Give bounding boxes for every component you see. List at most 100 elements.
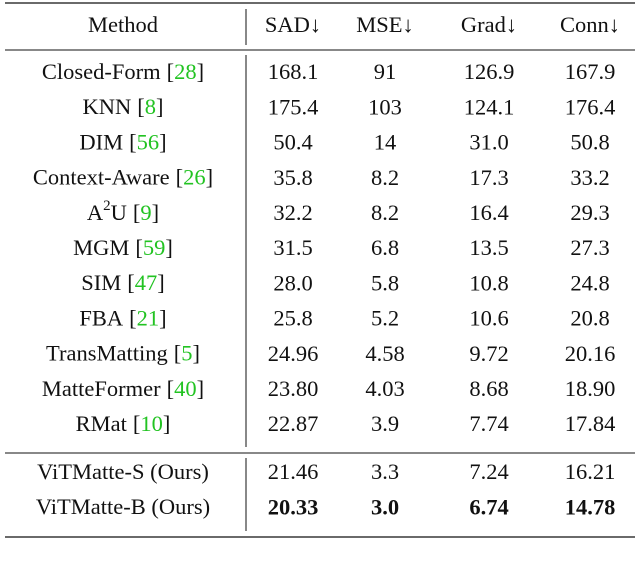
citation: 9 xyxy=(140,200,151,225)
cite-close: ] xyxy=(159,130,167,155)
cite-close: ] xyxy=(197,376,205,401)
cite-close: ] xyxy=(156,94,164,119)
metric-value: 17.3 xyxy=(469,165,508,190)
method-name: Closed-Form [28] xyxy=(42,59,204,84)
metric-value: 50.4 xyxy=(273,130,312,155)
method-name: A2U [9] xyxy=(87,198,159,225)
citation: 26 xyxy=(183,165,206,190)
metric-value: 175.4 xyxy=(268,94,319,119)
metric-value: 17.84 xyxy=(565,411,616,436)
citation: 21 xyxy=(137,306,160,331)
metric-value: 4.58 xyxy=(365,341,404,366)
citation: 56 xyxy=(137,130,160,155)
cite-close: ] xyxy=(157,270,165,295)
method: ViTMatte-B (Ours) xyxy=(36,494,210,519)
metric-value: 3.0 xyxy=(371,494,399,519)
metric-value: 5.8 xyxy=(371,270,399,295)
metric-value: 6.8 xyxy=(371,235,399,260)
citation: 47 xyxy=(135,270,158,295)
metric-value: 16.21 xyxy=(565,459,616,484)
metric-value: 3.3 xyxy=(371,459,399,484)
cite-close: ] xyxy=(197,59,205,84)
cite-open: [ xyxy=(133,411,141,436)
method: TransMatting xyxy=(46,341,168,366)
metric-value: 27.3 xyxy=(570,235,609,260)
metric-value: 23.80 xyxy=(268,376,319,401)
metric-value: 28.0 xyxy=(273,270,312,295)
metric-value: 167.9 xyxy=(565,59,616,84)
method-name: DIM [56] xyxy=(79,130,166,155)
cite-open: [ xyxy=(127,270,135,295)
cite-open: [ xyxy=(167,376,175,401)
cite-open: [ xyxy=(129,306,137,331)
cite-close: ] xyxy=(165,235,173,260)
metric-value: 22.87 xyxy=(268,411,319,436)
method-name: ViTMatte-S (Ours) xyxy=(37,459,209,484)
metric-value: 31.0 xyxy=(469,130,508,155)
metric-value: 29.3 xyxy=(570,200,609,225)
method-name: SIM [47] xyxy=(81,270,165,295)
metric-value: 18.90 xyxy=(565,376,616,401)
column-header: MSE↓ xyxy=(356,12,414,37)
method-superscript: 2 xyxy=(103,198,111,214)
metric-value: 3.9 xyxy=(371,411,399,436)
metric-value: 13.5 xyxy=(469,235,508,260)
metric-value: 4.03 xyxy=(365,376,404,401)
method-name: ViTMatte-B (Ours) xyxy=(36,494,210,519)
column-header: SAD↓ xyxy=(265,12,321,37)
cite-open: [ xyxy=(133,200,141,225)
metric-value: 14 xyxy=(374,130,397,155)
metric-value: 20.33 xyxy=(268,494,319,519)
cite-open: [ xyxy=(176,165,184,190)
metric-value: 6.74 xyxy=(469,494,508,519)
cite-close: ] xyxy=(152,200,160,225)
method-name: RMat [10] xyxy=(76,411,171,436)
metric-value: 25.8 xyxy=(273,306,312,331)
method: Context-Aware xyxy=(33,165,170,190)
column-header: Conn↓ xyxy=(560,12,620,37)
metric-value: 31.5 xyxy=(273,235,312,260)
cite-open: [ xyxy=(137,94,145,119)
cite-open: [ xyxy=(174,341,182,366)
column-header: Grad↓ xyxy=(461,12,517,37)
cite-close: ] xyxy=(159,306,167,331)
metric-value: 8.68 xyxy=(469,376,508,401)
metric-value: 32.2 xyxy=(273,200,312,225)
citation: 28 xyxy=(174,59,197,84)
method: Closed-Form xyxy=(42,59,161,84)
method: SIM xyxy=(81,270,121,295)
method-name: Context-Aware [26] xyxy=(33,165,213,190)
column-header: Method xyxy=(88,12,158,37)
citation: 8 xyxy=(145,94,156,119)
cite-open: [ xyxy=(129,130,137,155)
metric-value: 50.8 xyxy=(570,130,609,155)
metric-value: 91 xyxy=(374,59,397,84)
metric-value: 24.8 xyxy=(570,270,609,295)
metric-value: 126.9 xyxy=(464,59,515,84)
citation: 40 xyxy=(174,376,197,401)
method: MGM xyxy=(73,235,129,260)
metric-value: 8.2 xyxy=(371,165,399,190)
method-name: KNN [8] xyxy=(83,94,164,119)
metric-value: 5.2 xyxy=(371,306,399,331)
metric-value: 14.78 xyxy=(565,494,616,519)
metric-value: 20.8 xyxy=(570,306,609,331)
metric-value: 35.8 xyxy=(273,165,312,190)
metric-value: 33.2 xyxy=(570,165,609,190)
metric-value: 24.96 xyxy=(268,341,319,366)
method: DIM xyxy=(79,130,123,155)
method: MatteFormer xyxy=(42,376,161,401)
metric-value: 7.24 xyxy=(469,459,508,484)
method-name: FBA [21] xyxy=(79,306,166,331)
metric-value: 168.1 xyxy=(268,59,319,84)
metric-value: 20.16 xyxy=(565,341,616,366)
method-name: MatteFormer [40] xyxy=(42,376,204,401)
method: ViTMatte-S (Ours) xyxy=(37,459,209,484)
cite-close: ] xyxy=(192,341,200,366)
metric-value: 7.74 xyxy=(469,411,508,436)
cite-close: ] xyxy=(163,411,171,436)
metric-value: 9.72 xyxy=(469,341,508,366)
method: FBA xyxy=(79,306,124,331)
method: RMat xyxy=(76,411,128,436)
metric-value: 124.1 xyxy=(464,94,515,119)
